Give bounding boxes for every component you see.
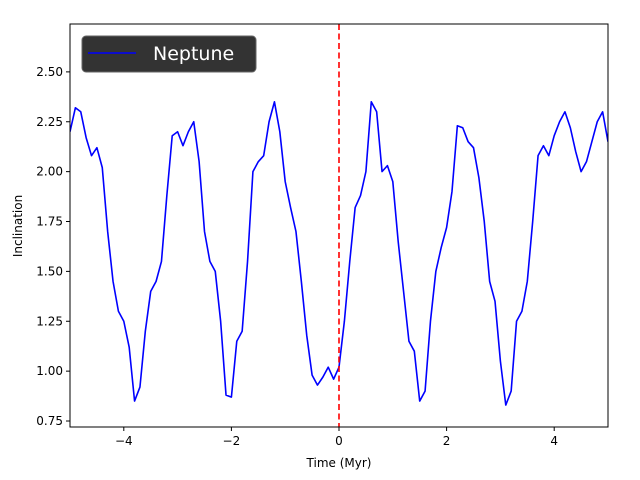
y-tick-label: 1.25 — [36, 314, 63, 328]
y-tick-label: 2.50 — [36, 65, 63, 79]
x-tick-label: 2 — [443, 434, 451, 448]
x-tick-label: −2 — [223, 434, 241, 448]
y-tick-label: 0.75 — [36, 414, 63, 428]
axes: −4 −2 0 2 4 0.75 1.00 1.25 1.50 1.75 2.00 2.25 2.50 — [36, 23, 609, 448]
y-tick-label: 1.50 — [36, 264, 63, 278]
plot-area — [70, 24, 608, 427]
x-tick-label: 4 — [550, 434, 558, 448]
x-tick-label: 0 — [335, 434, 343, 448]
y-tick-label: 1.75 — [36, 215, 63, 229]
y-tick-label: 2.25 — [36, 115, 63, 129]
y-tick-label: 2.00 — [36, 165, 63, 179]
x-tick-label: −4 — [115, 434, 133, 448]
y-axis-label: Inclination — [11, 195, 25, 257]
x-axis-label: Time (Myr) — [306, 456, 372, 470]
legend-box — [81, 35, 257, 73]
y-tick-label: 1.00 — [36, 364, 63, 378]
legend-label-neptune: Neptune — [153, 43, 234, 65]
legend: Neptune — [81, 35, 257, 73]
